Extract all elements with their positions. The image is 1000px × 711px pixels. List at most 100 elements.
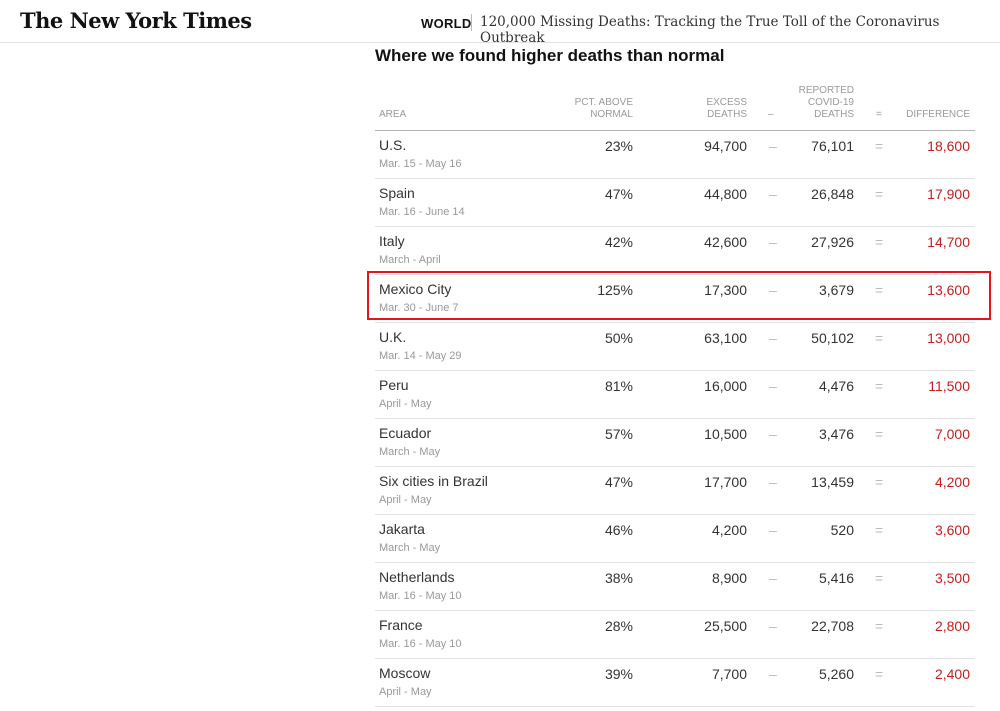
reported-covid-deaths: 5,416 [818, 570, 854, 586]
difference-value: 2,800 [934, 618, 970, 634]
area-name: Peru [379, 377, 409, 393]
column-header-difference: DIFFERENCE [906, 109, 970, 120]
minus-sign: – [769, 330, 777, 346]
equals-sign: = [875, 474, 884, 490]
reported-covid-deaths: 26,848 [811, 186, 854, 202]
reported-covid-deaths: 22,708 [811, 618, 854, 634]
table-row: Moscow April - May 39% 7,700 – 5,260 = 2,400 [375, 659, 975, 707]
column-header-reported-line-3: DEATHS [814, 109, 854, 120]
excess-deaths: 7,700 [711, 666, 747, 682]
minus-sign: – [769, 378, 777, 394]
table-header: AREA PCT. ABOVE NORMAL EXCESS DEATHS – R… [375, 84, 975, 131]
table-title: Where we found higher deaths than normal [375, 46, 725, 65]
reported-covid-deaths: 3,476 [818, 426, 854, 442]
pct-above-normal: 39% [604, 666, 633, 682]
pct-above-normal: 46% [604, 522, 633, 538]
area-name: Jakarta [379, 521, 425, 537]
date-range: April - May [379, 494, 432, 506]
table-row: U.K. Mar. 14 - May 29 50% 63,100 – 50,102 = 13,… [375, 323, 975, 371]
difference-value: 13,600 [927, 282, 970, 298]
column-header-pct-line-2: NORMAL [590, 109, 633, 120]
table-row: France Mar. 16 - May 10 28% 25,500 – 22,708 = 2… [375, 611, 975, 659]
date-range: March - April [379, 254, 441, 266]
excess-deaths: 4,200 [711, 522, 747, 538]
column-header-excess-line-2: DEATHS [707, 109, 747, 120]
date-range: Mar. 16 - June 14 [379, 206, 465, 218]
date-range: March - May [379, 542, 441, 554]
minus-sign: – [769, 186, 777, 202]
top-navigation-bar: The New York Times WORLD 120,000 Missing… [0, 0, 1000, 46]
article-headline[interactable]: 120,000 Missing Deaths: Tracking the Tru… [480, 14, 940, 46]
table-row: Ecuador March - May 57% 10,500 – 3,476 = 7,000 [375, 419, 975, 467]
area-name: U.S. [379, 137, 407, 153]
excess-deaths: 94,700 [704, 138, 747, 154]
pct-above-normal: 57% [604, 426, 633, 442]
excess-deaths: 42,600 [704, 234, 747, 250]
reported-covid-deaths: 4,476 [818, 378, 854, 394]
equals-sign: = [875, 234, 884, 250]
minus-sign: – [769, 666, 777, 682]
date-range: April - May [379, 398, 432, 410]
equals-sign: = [875, 666, 884, 682]
table-row: Peru April - May 81% 16,000 – 4,476 = 11,500 [375, 371, 975, 419]
date-range: Mar. 15 - May 16 [379, 158, 462, 170]
difference-value: 2,400 [934, 666, 970, 682]
equals-sign: = [875, 330, 884, 346]
area-name: Six cities in Brazil [379, 473, 488, 489]
pct-above-normal: 81% [604, 378, 633, 394]
date-range: March - May [379, 446, 441, 458]
date-range: Mar. 30 - June 7 [379, 302, 459, 314]
reported-covid-deaths: 3,679 [818, 282, 854, 298]
minus-sign: – [769, 138, 777, 154]
equals-sign: = [875, 570, 884, 586]
area-name: Moscow [379, 665, 431, 681]
excess-deaths: 16,000 [704, 378, 747, 394]
column-header-area: AREA [379, 109, 407, 120]
column-header-excess-deaths: EXCESS DEATHS [706, 97, 747, 121]
nyt-logo[interactable]: The New York Times [20, 8, 252, 33]
pct-above-normal: 47% [604, 186, 633, 202]
reported-covid-deaths: 5,260 [818, 666, 854, 682]
difference-value: 13,000 [927, 330, 970, 346]
date-range: April - May [379, 686, 432, 698]
pct-above-normal: 125% [597, 282, 633, 298]
difference-value: 4,200 [934, 474, 970, 490]
difference-value: 17,900 [927, 186, 970, 202]
table-row: Netherlands Mar. 16 - May 10 38% 8,900 – 5,41… [375, 563, 975, 611]
difference-value: 7,000 [934, 426, 970, 442]
equals-sign: = [875, 282, 884, 298]
table-row: U.S. Mar. 15 - May 16 23% 94,700 – 76,101 = 18,… [375, 131, 975, 179]
difference-value: 3,600 [934, 522, 970, 538]
reported-covid-deaths: 520 [830, 522, 854, 538]
column-header-pct-line-1: PCT. ABOVE [574, 97, 633, 108]
section-label[interactable]: WORLD [421, 16, 472, 31]
column-header-reported-line-1: REPORTED [798, 85, 854, 96]
pct-above-normal: 28% [604, 618, 633, 634]
difference-value: 14,700 [927, 234, 970, 250]
minus-sign: – [769, 570, 777, 586]
column-header-pct-above-normal: PCT. ABOVE NORMAL [575, 97, 633, 121]
area-name: France [379, 617, 423, 633]
equals-sign: = [875, 138, 884, 154]
area-name: Spain [379, 185, 415, 201]
column-header-reported-covid-deaths: REPORTED COVID-19 DEATHS [799, 85, 854, 121]
minus-sign: – [769, 234, 777, 250]
equals-sign: = [875, 522, 884, 538]
difference-value: 18,600 [927, 138, 970, 154]
table-body: U.S. Mar. 15 - May 16 23% 94,700 – 76,101 = 18,… [375, 131, 975, 707]
header-divider [471, 14, 472, 31]
excess-deaths: 63,100 [704, 330, 747, 346]
reported-covid-deaths: 13,459 [811, 474, 854, 490]
area-name: Italy [379, 233, 405, 249]
table-row: Jakarta March - May 46% 4,200 – 520 = 3,600 [375, 515, 975, 563]
table-row: Mexico City Mar. 30 - June 7 125% 17,300 – 3,… [375, 275, 975, 323]
minus-sign: – [769, 282, 777, 298]
reported-covid-deaths: 50,102 [811, 330, 854, 346]
equals-sign: = [875, 378, 884, 394]
table-row: Italy March - April 42% 42,600 – 27,926 = 14,70… [375, 227, 975, 275]
reported-covid-deaths: 27,926 [811, 234, 854, 250]
difference-value: 3,500 [934, 570, 970, 586]
minus-sign: – [769, 522, 777, 538]
area-name: U.K. [379, 329, 407, 345]
pct-above-normal: 42% [604, 234, 633, 250]
